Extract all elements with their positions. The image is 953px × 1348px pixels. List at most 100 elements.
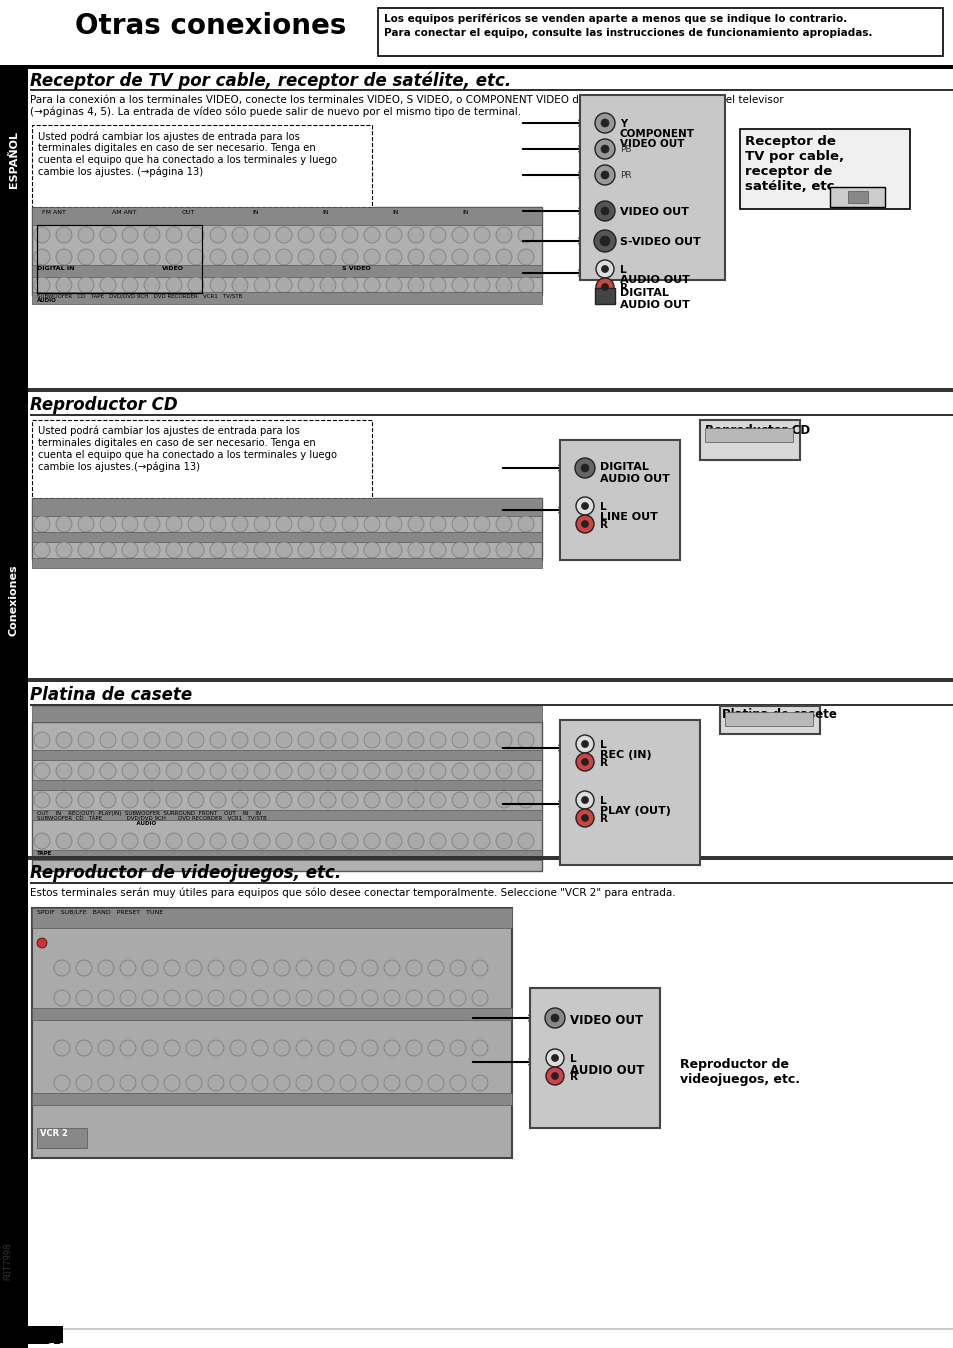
Circle shape <box>78 732 94 748</box>
Circle shape <box>208 960 224 976</box>
Circle shape <box>100 732 116 748</box>
Circle shape <box>581 503 588 510</box>
Circle shape <box>450 989 465 1006</box>
Text: FM ANT: FM ANT <box>42 210 66 214</box>
Text: AUDIO OUT: AUDIO OUT <box>619 275 689 284</box>
Text: VIDEO OUT: VIDEO OUT <box>619 139 684 150</box>
Circle shape <box>122 226 138 243</box>
Circle shape <box>100 226 116 243</box>
Circle shape <box>120 1074 136 1091</box>
Circle shape <box>37 938 47 948</box>
Circle shape <box>34 732 50 748</box>
Circle shape <box>297 833 314 849</box>
Circle shape <box>34 516 50 532</box>
Circle shape <box>120 960 136 976</box>
Circle shape <box>386 276 401 293</box>
Circle shape <box>408 793 423 807</box>
Circle shape <box>78 276 94 293</box>
Circle shape <box>98 1041 113 1055</box>
Bar <box>32 125 372 208</box>
Bar <box>724 712 812 727</box>
Circle shape <box>450 1041 465 1055</box>
Circle shape <box>98 1074 113 1091</box>
Circle shape <box>210 542 226 558</box>
Circle shape <box>517 226 534 243</box>
Circle shape <box>34 833 50 849</box>
Circle shape <box>164 960 180 976</box>
Circle shape <box>430 249 446 266</box>
Circle shape <box>517 542 534 558</box>
Circle shape <box>166 516 182 532</box>
Text: PLAY (OUT): PLAY (OUT) <box>599 806 670 816</box>
Text: Platina de casete: Platina de casete <box>721 708 836 721</box>
Bar <box>829 187 884 208</box>
Bar <box>32 851 541 860</box>
Circle shape <box>596 278 614 297</box>
Circle shape <box>364 793 379 807</box>
Circle shape <box>386 516 401 532</box>
Circle shape <box>164 1074 180 1091</box>
Circle shape <box>56 249 71 266</box>
Circle shape <box>319 542 335 558</box>
Circle shape <box>341 793 357 807</box>
Circle shape <box>232 516 248 532</box>
Circle shape <box>210 249 226 266</box>
Circle shape <box>386 763 401 779</box>
Circle shape <box>144 793 160 807</box>
Circle shape <box>166 226 182 243</box>
Circle shape <box>142 1074 158 1091</box>
Circle shape <box>576 754 594 771</box>
Text: DIGITAL: DIGITAL <box>599 462 648 472</box>
Bar <box>847 191 867 204</box>
Circle shape <box>474 732 490 748</box>
Text: REC (IN): REC (IN) <box>599 749 651 760</box>
Text: DIGITAL: DIGITAL <box>619 288 668 298</box>
Circle shape <box>295 1074 312 1091</box>
Circle shape <box>78 833 94 849</box>
Circle shape <box>297 249 314 266</box>
Circle shape <box>430 833 446 849</box>
Circle shape <box>452 793 468 807</box>
Circle shape <box>601 283 608 291</box>
Circle shape <box>364 249 379 266</box>
Circle shape <box>274 960 290 976</box>
Circle shape <box>341 833 357 849</box>
Circle shape <box>166 833 182 849</box>
Circle shape <box>341 763 357 779</box>
Circle shape <box>428 960 443 976</box>
Text: TAPE: TAPE <box>37 851 52 856</box>
Circle shape <box>164 1041 180 1055</box>
Circle shape <box>386 226 401 243</box>
Circle shape <box>186 1074 202 1091</box>
Bar <box>740 129 909 209</box>
Circle shape <box>319 276 335 293</box>
Text: Otras conexiones: Otras conexiones <box>75 12 346 40</box>
Circle shape <box>56 542 71 558</box>
Bar <box>32 1008 512 1020</box>
Bar <box>720 706 820 735</box>
Circle shape <box>496 516 512 532</box>
Circle shape <box>386 542 401 558</box>
Circle shape <box>452 249 468 266</box>
Text: AUDIO: AUDIO <box>37 821 156 826</box>
Text: IN: IN <box>392 210 398 214</box>
Circle shape <box>384 960 399 976</box>
Circle shape <box>297 793 314 807</box>
Bar <box>32 421 372 497</box>
Circle shape <box>430 763 446 779</box>
Text: COMPONENT: COMPONENT <box>619 129 695 139</box>
Circle shape <box>386 732 401 748</box>
Bar <box>32 706 541 723</box>
Circle shape <box>274 1074 290 1091</box>
Bar <box>704 429 792 442</box>
Circle shape <box>430 276 446 293</box>
Circle shape <box>144 542 160 558</box>
Circle shape <box>166 542 182 558</box>
Text: Para conectar el equipo, consulte las instrucciones de funcionamiento apropiadas: Para conectar el equipo, consulte las in… <box>384 28 872 38</box>
Circle shape <box>210 763 226 779</box>
Circle shape <box>474 276 490 293</box>
Circle shape <box>142 989 158 1006</box>
Bar <box>30 704 953 706</box>
Circle shape <box>122 833 138 849</box>
Bar <box>32 208 541 225</box>
